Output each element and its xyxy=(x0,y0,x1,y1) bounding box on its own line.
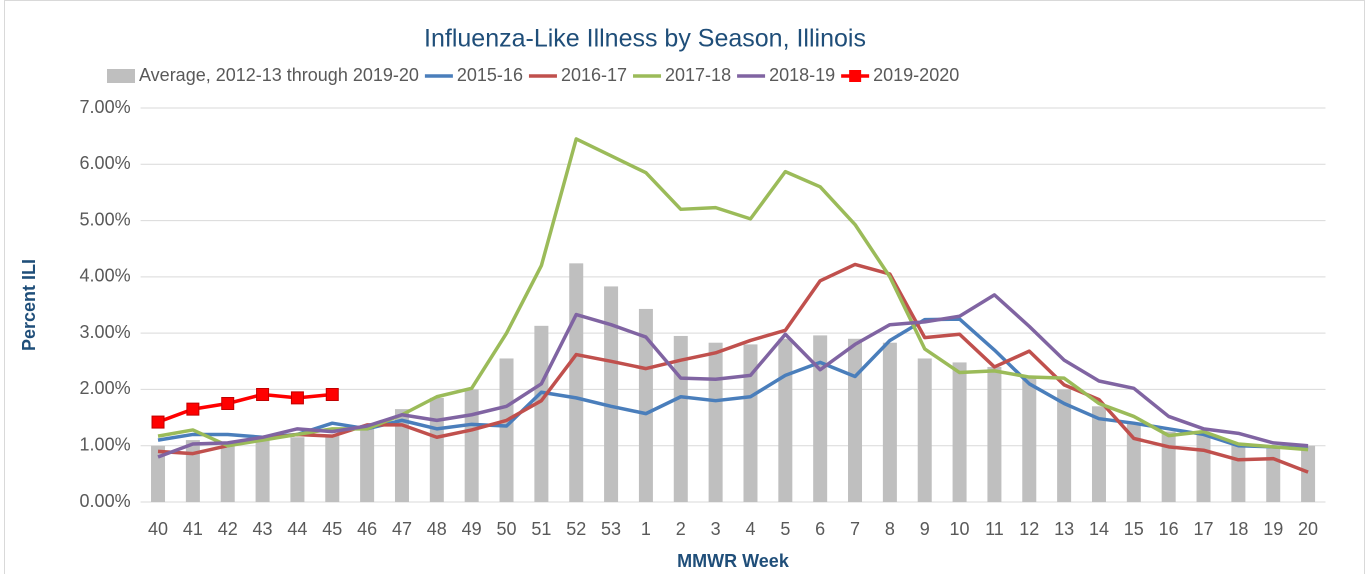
x-tick-label: 50 xyxy=(497,519,517,539)
y-tick-label: 3.00% xyxy=(80,322,131,342)
x-tick-label: 20 xyxy=(1298,519,1318,539)
bar xyxy=(987,366,1002,502)
marker xyxy=(290,391,304,405)
legend-marker xyxy=(849,70,862,82)
x-tick-label: 45 xyxy=(322,519,342,539)
bar xyxy=(429,397,444,502)
bar xyxy=(1196,434,1211,502)
legend-label: 2015-16 xyxy=(457,65,523,85)
marker xyxy=(256,387,270,401)
y-tick-label: 7.00% xyxy=(80,97,131,117)
legend-label: 2018-19 xyxy=(769,65,835,85)
bar xyxy=(1231,442,1246,502)
bar xyxy=(917,358,932,502)
bar xyxy=(394,409,409,502)
marker xyxy=(221,397,235,410)
y-tick-label: 0.00% xyxy=(80,491,131,511)
bar xyxy=(952,362,967,502)
x-tick-label: 43 xyxy=(253,519,273,539)
x-tick-label: 5 xyxy=(780,519,790,539)
y-tick-label: 4.00% xyxy=(80,266,131,286)
x-tick-label: 16 xyxy=(1159,519,1179,539)
bar xyxy=(1057,389,1072,502)
x-tick-label: 9 xyxy=(920,519,930,539)
bar xyxy=(1126,423,1141,502)
bar xyxy=(185,440,200,502)
bar xyxy=(1301,445,1316,502)
legend-label: Average, 2012-13 through 2019-20 xyxy=(139,65,419,85)
x-axis-title: MMWR Week xyxy=(677,551,790,571)
x-tick-label: 49 xyxy=(462,519,482,539)
x-tick-label: 18 xyxy=(1228,519,1248,539)
x-tick-label: 44 xyxy=(287,519,307,539)
x-tick-label: 4 xyxy=(745,519,755,539)
x-tick-label: 10 xyxy=(950,519,970,539)
bar xyxy=(325,434,340,502)
x-tick-label: 13 xyxy=(1054,519,1074,539)
x-tick-label: 15 xyxy=(1124,519,1144,539)
bar xyxy=(220,442,235,502)
y-tick-label: 1.00% xyxy=(80,434,131,454)
x-tick-label: 11 xyxy=(985,519,1004,539)
x-tick-label: 7 xyxy=(850,519,860,539)
x-tick-label: 14 xyxy=(1089,519,1109,539)
bar xyxy=(1161,431,1176,502)
bar xyxy=(882,342,897,502)
marker xyxy=(151,415,165,429)
x-tick-label: 6 xyxy=(815,519,825,539)
legend-label: 2019-2020 xyxy=(873,65,959,85)
x-tick-label: 12 xyxy=(1019,519,1039,539)
y-tick-label: 5.00% xyxy=(80,209,131,229)
bar xyxy=(1266,448,1281,502)
x-tick-label: 19 xyxy=(1263,519,1283,539)
bar xyxy=(638,308,653,502)
x-tick-label: 2 xyxy=(676,519,686,539)
bar xyxy=(360,428,375,502)
x-tick-label: 52 xyxy=(566,519,586,539)
x-tick-label: 40 xyxy=(148,519,168,539)
bar xyxy=(534,325,549,502)
x-tick-label: 51 xyxy=(531,519,551,539)
bar xyxy=(1091,406,1106,502)
bar xyxy=(708,342,723,502)
x-tick-label: 48 xyxy=(427,519,447,539)
bar xyxy=(151,445,166,502)
x-tick-label: 46 xyxy=(357,519,377,539)
legend-label: 2017-18 xyxy=(665,65,731,85)
y-axis-title: Percent ILI xyxy=(19,259,39,351)
x-tick-label: 1 xyxy=(641,519,651,539)
bar xyxy=(255,440,270,502)
x-tick-label: 17 xyxy=(1194,519,1214,539)
y-tick-label: 6.00% xyxy=(80,153,131,173)
y-tick-label: 2.00% xyxy=(80,378,131,398)
x-tick-label: 42 xyxy=(218,519,238,539)
bar xyxy=(569,263,584,502)
line xyxy=(157,293,1309,459)
bar xyxy=(499,358,514,502)
x-tick-label: 41 xyxy=(183,519,203,539)
bar xyxy=(1022,378,1037,502)
bar xyxy=(290,437,305,502)
legend-label: 2016-17 xyxy=(561,65,627,85)
x-tick-label: 3 xyxy=(711,519,721,539)
legend-swatch xyxy=(107,69,135,83)
x-tick-label: 8 xyxy=(885,519,895,539)
marker xyxy=(325,387,339,401)
bar xyxy=(604,286,619,502)
chart-title: Influenza-Like Illness by Season, Illino… xyxy=(424,25,866,53)
x-tick-label: 53 xyxy=(601,519,621,539)
bar xyxy=(778,338,793,502)
bar xyxy=(848,338,863,502)
bar xyxy=(464,389,479,502)
bar xyxy=(743,344,758,502)
bar xyxy=(813,335,828,502)
marker xyxy=(186,402,200,416)
x-tick-label: 47 xyxy=(392,519,412,539)
